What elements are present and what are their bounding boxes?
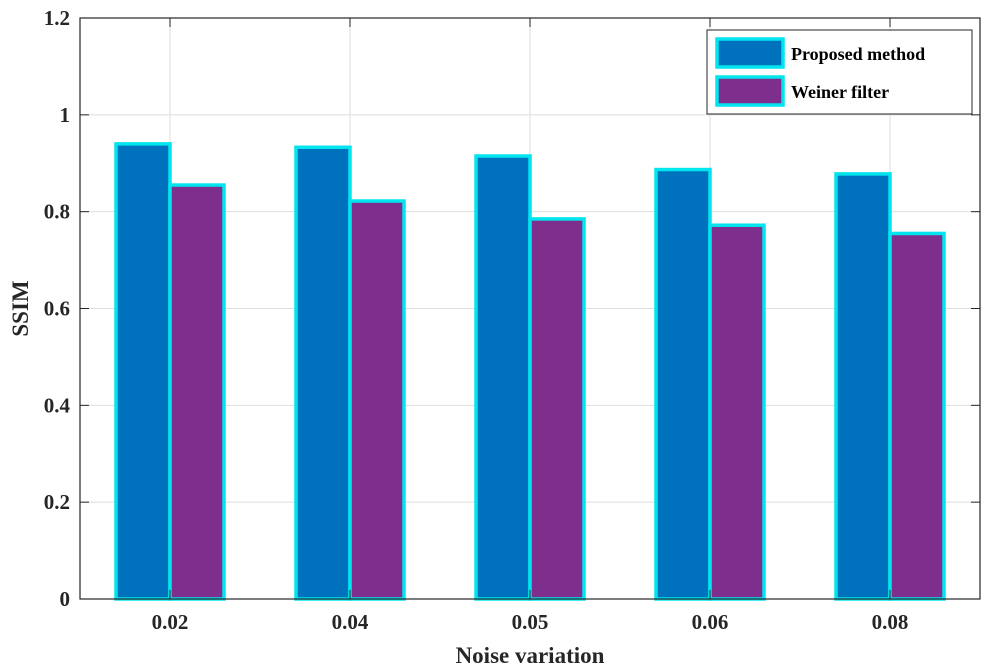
- bar-proposed-method-0.08: [834, 172, 892, 601]
- bar-proposed-method-0.06: [654, 167, 712, 601]
- legend: Proposed method Weiner filter: [706, 29, 973, 115]
- x-tick-label: 0.05: [512, 610, 549, 634]
- y-tick-label: 0.4: [44, 393, 71, 417]
- x-tick-label: 0.06: [692, 610, 729, 634]
- x-tick-label: 0.02: [152, 610, 189, 634]
- bar-weiner-filter-0.08: [888, 231, 946, 601]
- x-tick-labels: 0.02 0.04 0.05 0.06 0.08: [152, 610, 909, 634]
- y-axis-title: SSIM: [8, 280, 33, 337]
- y-tick-label: 0.2: [44, 490, 70, 514]
- bar-weiner-filter-0.05: [528, 217, 586, 601]
- y-tick-label: 1.2: [44, 6, 70, 30]
- legend-swatch-proposed-method: [715, 37, 785, 69]
- y-tick-label: 1: [60, 103, 71, 127]
- y-tick-label: 0: [60, 587, 71, 611]
- x-tick-label: 0.04: [332, 610, 369, 634]
- bar-weiner-filter-0.06: [708, 223, 766, 601]
- legend-label-proposed-method: Proposed method: [791, 44, 925, 64]
- y-tick-label: 0.6: [44, 297, 70, 321]
- x-tick-label: 0.08: [872, 610, 909, 634]
- axis-ticks: [80, 17, 980, 600]
- bar-proposed-method-0.05: [474, 154, 532, 601]
- bar-proposed-method-0.02: [114, 142, 172, 601]
- bar-proposed-method-0.04: [294, 145, 352, 601]
- x-axis-title: Noise variation: [456, 643, 605, 668]
- bars-group: [114, 142, 946, 601]
- y-tick-label: 0.8: [44, 200, 70, 224]
- bar-weiner-filter-0.04: [348, 199, 406, 601]
- legend-label-weiner-filter: Weiner filter: [791, 82, 889, 102]
- y-tick-labels: 0 0.2 0.4 0.6 0.8 1 1.2: [44, 6, 71, 611]
- legend-swatch-weiner-filter: [715, 75, 785, 107]
- bar-weiner-filter-0.02: [168, 183, 226, 601]
